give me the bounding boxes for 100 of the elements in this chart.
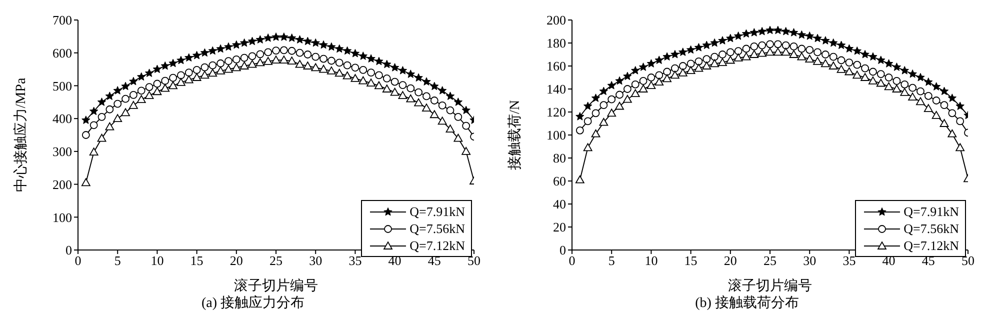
x-tick-label: 15 (190, 253, 204, 268)
point (844, 44, 854, 52)
point (295, 35, 304, 44)
point (232, 55, 240, 64)
point (710, 52, 719, 61)
point (789, 28, 798, 36)
point (623, 85, 632, 93)
y-tick-label: 120 (546, 104, 566, 120)
point (312, 52, 320, 61)
point (113, 86, 122, 94)
x-tick-label: 25 (764, 253, 776, 268)
y-tick-label: 160 (546, 58, 566, 74)
point (670, 50, 680, 58)
point (82, 116, 90, 124)
point (829, 52, 838, 61)
x-tick-label: 10 (644, 253, 658, 268)
point (630, 89, 640, 98)
point (319, 40, 328, 49)
point (868, 76, 878, 84)
point (358, 52, 368, 60)
point (900, 66, 909, 74)
point (734, 47, 742, 55)
point (742, 44, 750, 53)
point (781, 48, 790, 56)
point (256, 50, 264, 58)
x-axis-title: 滚子切片编号 (728, 278, 812, 294)
point (319, 64, 328, 73)
x-tick-label: 30 (309, 253, 322, 268)
point (446, 106, 454, 114)
point (773, 48, 782, 56)
point (129, 90, 138, 99)
point (454, 134, 463, 142)
point (742, 52, 751, 60)
point (576, 112, 584, 120)
point (584, 117, 592, 126)
y-tick-label: 180 (546, 36, 566, 51)
point (81, 178, 90, 186)
point (264, 56, 273, 65)
text: (b) 接触载荷分布 (694, 294, 800, 312)
point (662, 52, 672, 61)
point (758, 48, 767, 57)
point (382, 60, 392, 68)
x-tick-label: 5 (608, 253, 615, 268)
point (216, 66, 226, 74)
point (670, 70, 680, 79)
point (718, 58, 727, 66)
point (616, 90, 624, 99)
point (224, 57, 232, 66)
point (216, 44, 225, 53)
point (327, 42, 336, 51)
point (591, 129, 600, 138)
x-tick-label: 15 (684, 253, 698, 268)
point (956, 143, 965, 152)
point (454, 112, 462, 121)
point (184, 68, 193, 77)
point (342, 71, 352, 80)
point (948, 94, 956, 102)
point (821, 50, 830, 58)
point (948, 109, 956, 118)
point (836, 40, 846, 50)
point (145, 83, 154, 91)
point (750, 50, 759, 58)
point (152, 87, 162, 96)
point (334, 68, 344, 77)
point (97, 98, 106, 106)
point (390, 88, 400, 96)
point (430, 96, 438, 104)
point (663, 68, 671, 76)
point (726, 56, 735, 64)
point (279, 56, 288, 64)
point (152, 64, 162, 74)
y-tick-label: 20 (553, 220, 566, 235)
point (462, 122, 470, 130)
point (924, 92, 932, 100)
point (304, 50, 312, 58)
point (90, 106, 98, 116)
point (710, 38, 719, 47)
point (932, 82, 941, 90)
point (900, 88, 910, 96)
point (248, 52, 256, 60)
point (750, 42, 758, 50)
point (374, 56, 384, 66)
point (820, 59, 830, 68)
point (829, 38, 838, 47)
point (844, 67, 854, 76)
x-axis-title: 滚子切片编号 (234, 278, 318, 294)
point (177, 71, 185, 80)
point (169, 74, 177, 82)
point (200, 70, 210, 79)
point (686, 66, 696, 74)
point (948, 129, 957, 138)
point (208, 46, 217, 55)
point (940, 101, 948, 110)
point (359, 66, 368, 74)
legend-label: Q=7.56kN (904, 220, 959, 236)
point (137, 86, 146, 95)
point (860, 73, 870, 81)
point (358, 76, 368, 84)
point (168, 58, 178, 68)
point (813, 34, 822, 42)
